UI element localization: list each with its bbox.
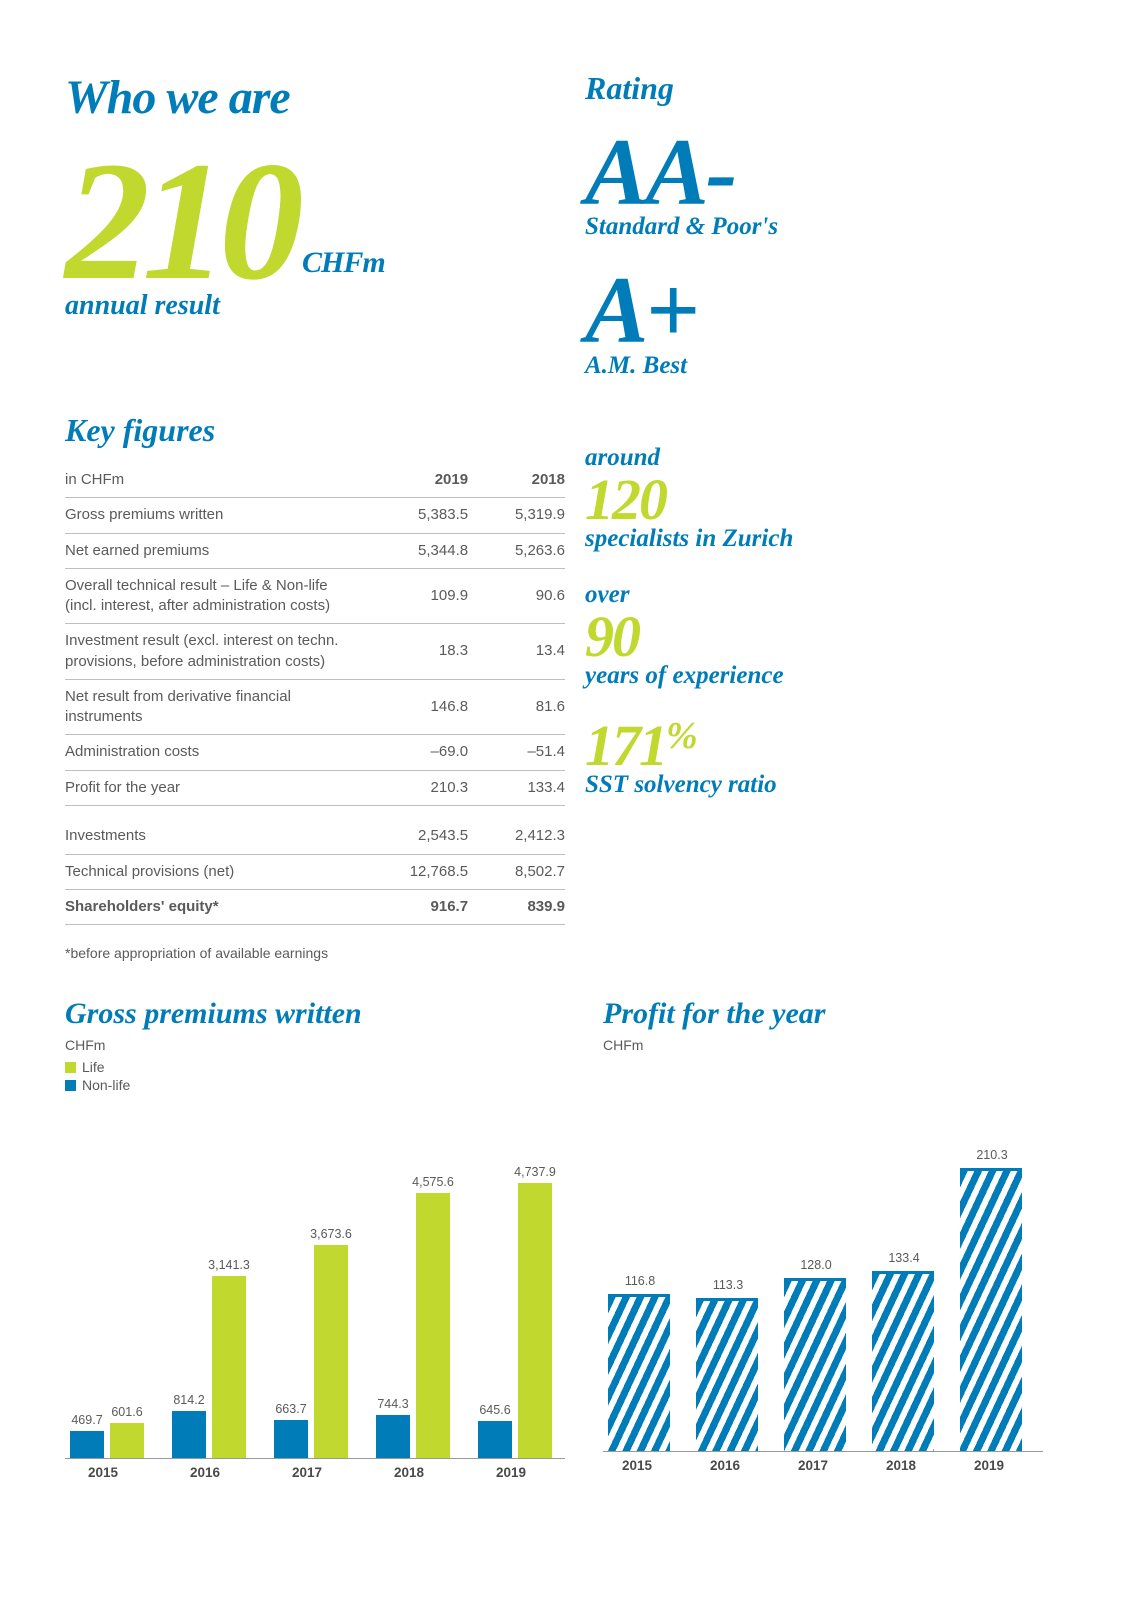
stat-post: SST solvency ratio <box>585 771 793 799</box>
chart2-plot: 116.82015113.32016128.02017133.42018210.… <box>603 1092 1043 1452</box>
x-axis-label: 2017 <box>292 1465 322 1480</box>
annual-result-unit: CHFm <box>302 249 385 276</box>
table-row: Profit for the year210.3133.4 <box>65 770 565 805</box>
kf-footnote: *before appropriation of available earni… <box>65 945 565 961</box>
bar-nonlife <box>70 1431 104 1458</box>
bar-label: 116.8 <box>610 1274 670 1288</box>
bar-label: 645.6 <box>465 1403 525 1417</box>
table-row: Technical provisions (net)12,768.58,502.… <box>65 854 565 889</box>
bar-label: 469.7 <box>57 1413 117 1427</box>
kf-col-2018: 2018 <box>468 463 565 498</box>
stat-solvency: 171% SST solvency ratio <box>585 718 793 799</box>
chart1-plot: 601.6469.720153,141.3814.220163,673.6663… <box>65 1099 565 1459</box>
stat-experience: over 90 years of experience <box>585 581 793 690</box>
bar-label: 744.3 <box>363 1397 423 1411</box>
legend-item: Non-life <box>65 1077 565 1093</box>
chart2-unit: CHFm <box>603 1037 1043 1053</box>
key-figures-title: Key figures <box>65 412 565 449</box>
x-axis-label: 2018 <box>394 1465 424 1480</box>
stat-num: 171% <box>585 718 793 773</box>
bar-life <box>212 1276 246 1458</box>
bar-nonlife <box>274 1420 308 1458</box>
bar-life <box>110 1423 144 1458</box>
x-axis-label: 2015 <box>622 1458 652 1473</box>
x-axis-label: 2018 <box>886 1458 916 1473</box>
bar-life <box>416 1193 450 1458</box>
stat-num: 120 <box>585 472 793 527</box>
table-row: Investment result (excl. interest on tec… <box>65 624 565 680</box>
key-figures-table: in CHFm 2019 2018 Gross premiums written… <box>65 463 565 925</box>
x-axis-label: 2016 <box>710 1458 740 1473</box>
bar-label: 663.7 <box>261 1402 321 1416</box>
bar-nonlife <box>478 1421 512 1458</box>
bar-profit <box>872 1271 934 1451</box>
table-row: Administration costs–69.0–51.4 <box>65 735 565 770</box>
chart2-title: Profit for the year <box>603 997 1043 1031</box>
stat-post: specialists in Zurich <box>585 525 793 553</box>
table-row: Investments2,543.52,412.3 <box>65 819 565 854</box>
bar-label: 814.2 <box>159 1393 219 1407</box>
x-axis-label: 2019 <box>496 1465 526 1480</box>
annual-result-number: 210CHFm <box>65 145 565 298</box>
bar-label: 4,737.9 <box>505 1165 565 1179</box>
bar-label: 3,673.6 <box>301 1227 361 1241</box>
rating-title: Rating <box>585 70 793 107</box>
stat-num: 90 <box>585 609 793 664</box>
rating-sp-value: AA- <box>585 127 793 217</box>
rating-sp-block: AA- Standard & Poor's <box>585 127 793 241</box>
bar-profit <box>608 1294 670 1451</box>
stat-specialists: around 120 specialists in Zurich <box>585 444 793 553</box>
table-row: Overall technical result – Life & Non-li… <box>65 568 565 624</box>
bar-label: 210.3 <box>962 1148 1022 1162</box>
x-axis-label: 2019 <box>974 1458 1004 1473</box>
bar-profit <box>960 1168 1022 1451</box>
bar-label: 133.4 <box>874 1251 934 1265</box>
table-row: Shareholders' equity*916.7839.9 <box>65 889 565 924</box>
rating-sp-source: Standard & Poor's <box>585 213 793 241</box>
bar-profit <box>696 1298 758 1451</box>
x-axis-label: 2017 <box>798 1458 828 1473</box>
bar-nonlife <box>172 1411 206 1458</box>
table-row: Net result from derivative financial ins… <box>65 679 565 735</box>
bar-profit <box>784 1278 846 1451</box>
legend-item: Life <box>65 1059 565 1075</box>
chart1-title: Gross premiums written <box>65 997 565 1031</box>
x-axis-label: 2016 <box>190 1465 220 1480</box>
bar-life <box>314 1245 348 1458</box>
table-row: Net earned premiums5,344.85,263.6 <box>65 533 565 568</box>
bar-life <box>518 1183 552 1458</box>
rating-ambest-block: A+ A.M. Best <box>585 265 793 379</box>
chart1-legend: Life Non-life <box>65 1059 565 1093</box>
kf-unit-label: in CHFm <box>65 463 355 498</box>
bar-label: 128.0 <box>786 1258 846 1272</box>
stat-post: years of experience <box>585 662 793 690</box>
page-title: Who we are <box>65 70 565 125</box>
bar-label: 3,141.3 <box>199 1258 259 1272</box>
chart1-unit: CHFm <box>65 1037 565 1053</box>
kf-col-2019: 2019 <box>355 463 468 498</box>
table-row: Gross premiums written5,383.55,319.9 <box>65 498 565 533</box>
rating-ambest-value: A+ <box>585 265 793 355</box>
bar-label: 4,575.6 <box>403 1175 463 1189</box>
bar-label: 113.3 <box>698 1278 758 1292</box>
bar-nonlife <box>376 1415 410 1458</box>
x-axis-label: 2015 <box>88 1465 118 1480</box>
